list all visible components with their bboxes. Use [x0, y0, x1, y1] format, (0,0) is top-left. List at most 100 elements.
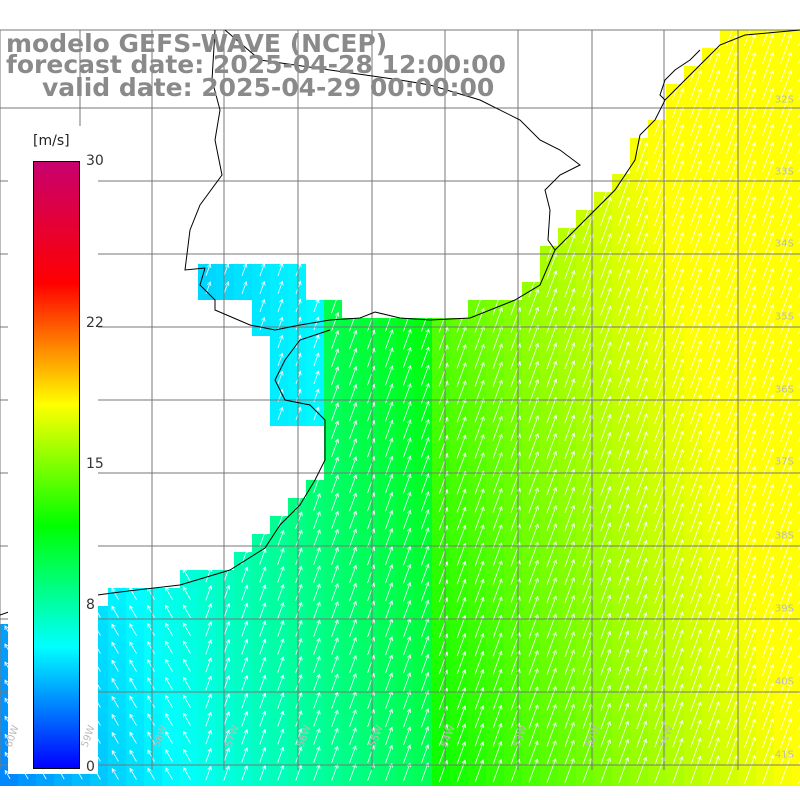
wind-arrow-head — [498, 325, 503, 331]
wind-arrow — [277, 729, 284, 745]
wind-arrow-head — [624, 666, 630, 672]
wind-arrow — [744, 358, 756, 388]
wind-arrow — [636, 558, 647, 586]
wind-speed-cell — [792, 588, 800, 606]
wind-arrow — [259, 675, 266, 691]
wind-arrow — [528, 668, 539, 693]
wind-arrow — [147, 641, 155, 654]
wind-arrow-head — [4, 715, 9, 721]
wind-arrow-head — [769, 87, 775, 93]
wind-arrow — [726, 701, 738, 730]
wind-arrow — [690, 503, 702, 532]
wind-arrow — [528, 433, 539, 459]
wind-arrow-head — [642, 720, 648, 726]
wind-arrow — [744, 538, 756, 568]
wind-arrow-head — [552, 577, 557, 583]
wind-arrow — [420, 527, 429, 548]
wind-arrow-head — [553, 252, 558, 257]
wind-arrow-head — [334, 546, 339, 552]
wind-arrow — [726, 665, 738, 694]
wind-arrow — [313, 547, 321, 566]
wind-arrow — [492, 325, 503, 351]
wind-arrow — [726, 683, 738, 712]
wind-arrow — [384, 311, 393, 332]
wind-arrow-head — [334, 474, 339, 480]
wind-arrow-head — [552, 649, 557, 655]
wind-arrow-head — [642, 702, 648, 708]
wind-arrow — [205, 712, 212, 727]
wind-arrow — [582, 414, 593, 442]
wind-arrow — [780, 160, 792, 190]
wind-arrow — [438, 417, 448, 441]
wind-arrow-head — [751, 646, 756, 652]
wind-arrow — [672, 232, 684, 262]
wind-arrow-head — [462, 596, 467, 602]
wind-arrow-head — [388, 726, 393, 732]
wind-arrow — [744, 160, 756, 190]
wind-arrow-head — [334, 438, 340, 444]
wind-arrow — [492, 560, 502, 585]
wind-arrow — [403, 672, 411, 692]
wind-arrow-head — [751, 321, 757, 327]
wind-arrow — [744, 16, 756, 46]
wind-arrow — [438, 652, 448, 675]
wind-arrow — [636, 684, 647, 712]
wind-arrow — [313, 620, 321, 637]
wind-arrow — [183, 749, 191, 763]
wind-arrow-head — [334, 673, 339, 679]
wind-arrow-head — [643, 413, 648, 418]
wind-arrow — [259, 530, 266, 547]
wind-arrow-head — [182, 622, 187, 628]
wind-arrow — [313, 601, 321, 619]
wind-arrow-head — [570, 558, 576, 564]
wind-arrow-head — [607, 269, 612, 274]
wind-arrow-head — [334, 329, 340, 335]
wind-arrow-head — [733, 754, 738, 760]
wind-arrow — [762, 268, 774, 298]
wind-arrow — [129, 768, 137, 780]
wind-arrow-head — [182, 568, 187, 573]
wind-arrow-head — [479, 723, 485, 728]
wind-arrow — [636, 594, 647, 622]
wind-arrow-head — [407, 419, 412, 424]
wind-arrow-head — [297, 334, 302, 340]
wind-arrow — [528, 289, 539, 316]
wind-arrow-head — [389, 437, 394, 443]
wind-arrow-head — [570, 540, 576, 546]
wind-arrow — [726, 647, 738, 676]
wind-arrow-head — [570, 631, 575, 636]
wind-arrow — [780, 610, 792, 640]
wind-arrow-head — [261, 298, 266, 304]
wind-arrow-head — [552, 378, 558, 384]
wind-arrow — [147, 587, 155, 601]
wind-arrow — [313, 511, 321, 530]
wind-arrow-head — [225, 657, 231, 662]
wind-arrow-head — [552, 505, 557, 510]
wind-arrow — [762, 538, 774, 568]
wind-arrow-head — [406, 599, 412, 605]
wind-arrow — [762, 502, 774, 532]
wind-arrow-head — [787, 447, 793, 453]
colorbar-tick: 30 — [86, 153, 104, 169]
wind-arrow-head — [697, 376, 703, 381]
wind-arrow-head — [480, 596, 485, 602]
wind-arrow — [654, 286, 666, 316]
wind-arrow — [438, 760, 448, 783]
wind-arrow — [546, 595, 557, 621]
wind-arrow — [636, 739, 647, 766]
wind-arrow — [367, 763, 375, 782]
wind-arrow-head — [642, 738, 648, 744]
wind-arrow-head — [297, 352, 302, 358]
wind-arrow — [165, 731, 173, 744]
wind-arrow — [636, 341, 648, 370]
wind-arrow — [744, 484, 756, 514]
wind-arrow — [528, 560, 539, 585]
wind-arrow-head — [315, 334, 320, 340]
wind-arrow — [636, 196, 648, 226]
wind-arrow-head — [679, 737, 684, 743]
wind-arrow-head — [697, 611, 702, 616]
wind-arrow-head — [243, 656, 249, 662]
wind-arrow — [672, 611, 683, 640]
wind-arrow — [474, 542, 484, 567]
